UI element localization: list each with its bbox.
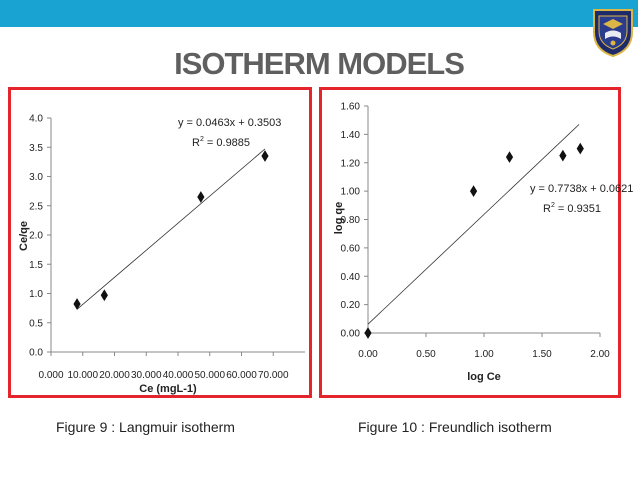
- top-band: [0, 0, 638, 27]
- trendline-equation: y = 0.0463x + 0.3503: [178, 117, 281, 129]
- x-tick-label: 20.000: [99, 370, 130, 381]
- slide-title: ISOTHERM MODELS: [174, 46, 465, 81]
- r-squared-superscript: 2: [200, 136, 204, 143]
- x-tick-label: 1.00: [474, 349, 494, 360]
- y-tick-label: 3.0: [29, 172, 43, 183]
- data-point: [100, 289, 108, 302]
- langmuir-chart-frame: [8, 87, 312, 398]
- x-axis-title: log Ce: [467, 371, 501, 383]
- r-squared-prefix: R: [543, 203, 551, 215]
- x-tick-label: 60.000: [226, 370, 257, 381]
- x-tick-label: 0.00: [358, 349, 378, 360]
- r-squared-label: R2 = 0.9885: [192, 136, 250, 149]
- data-point: [469, 185, 478, 197]
- data-point: [261, 150, 269, 162]
- trendline: [76, 148, 266, 310]
- x-tick-label: 0.000: [38, 370, 63, 381]
- y-tick-label: 4.0: [29, 114, 43, 125]
- university-crest-icon: [593, 9, 633, 58]
- data-point: [576, 142, 584, 155]
- x-tick-label: 0.50: [416, 349, 436, 360]
- x-tick-label: 10.000: [67, 370, 98, 381]
- x-tick-label: 70.000: [258, 370, 289, 381]
- r-squared-value: = 0.9885: [204, 137, 250, 149]
- trendline: [367, 124, 580, 325]
- x-tick-label: 40.000: [163, 370, 194, 381]
- data-point: [73, 298, 81, 310]
- y-tick-label: 0.40: [341, 272, 361, 283]
- r-squared-label: R2 = 0.9351: [543, 202, 601, 215]
- y-tick-label: 1.5: [29, 260, 43, 271]
- y-tick-label: 0.60: [341, 243, 361, 254]
- y-tick-label: 1.40: [341, 130, 361, 141]
- r-squared-value: = 0.9351: [555, 203, 601, 215]
- y-tick-label: 0.20: [341, 300, 361, 311]
- y-tick-label: 0.0: [29, 348, 43, 359]
- trendline-equation: y = 0.7738x + 0.0621: [530, 183, 633, 195]
- y-tick-label: 0.00: [341, 329, 361, 340]
- x-tick-label: 1.50: [532, 349, 552, 360]
- y-tick-label: 1.0: [29, 289, 43, 300]
- y-tick-label: 3.5: [29, 143, 43, 154]
- y-tick-label: 2.5: [29, 201, 43, 212]
- freundlich-chart-frame: [319, 87, 621, 398]
- r-squared-prefix: R: [192, 137, 200, 149]
- x-tick-label: 50.000: [194, 370, 225, 381]
- y-axis-title: log qe: [333, 202, 345, 234]
- y-tick-label: 0.5: [29, 318, 43, 329]
- y-tick-label: 0.80: [341, 215, 361, 226]
- x-tick-label: 2.00: [590, 349, 610, 360]
- data-point: [505, 151, 514, 163]
- figure-10-caption: Figure 10 : Freundlich isotherm: [358, 419, 552, 435]
- y-tick-label: 1.60: [341, 102, 361, 113]
- x-tick-label: 30.000: [131, 370, 162, 381]
- y-axis-title: Ce/qe: [18, 221, 30, 251]
- r-squared-superscript: 2: [551, 202, 555, 209]
- y-tick-label: 1.00: [341, 187, 361, 198]
- figure-9-caption: Figure 9 : Langmuir isotherm: [56, 419, 235, 435]
- data-point: [364, 327, 372, 339]
- data-point: [197, 191, 205, 203]
- y-tick-label: 2.0: [29, 231, 43, 242]
- x-axis-title: Ce (mgL-1): [139, 383, 197, 395]
- y-tick-label: 1.20: [341, 158, 361, 169]
- data-point: [559, 149, 567, 162]
